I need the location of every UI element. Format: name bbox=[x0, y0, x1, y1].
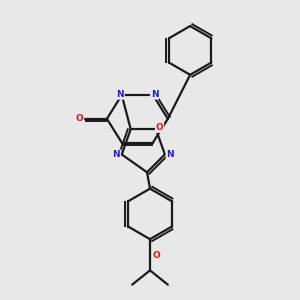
Text: N: N bbox=[151, 90, 158, 99]
Text: O: O bbox=[75, 114, 83, 123]
Text: O: O bbox=[156, 123, 164, 132]
Text: O: O bbox=[153, 251, 160, 260]
Text: N: N bbox=[167, 150, 174, 159]
Text: N: N bbox=[116, 90, 124, 99]
Text: N: N bbox=[112, 150, 120, 159]
